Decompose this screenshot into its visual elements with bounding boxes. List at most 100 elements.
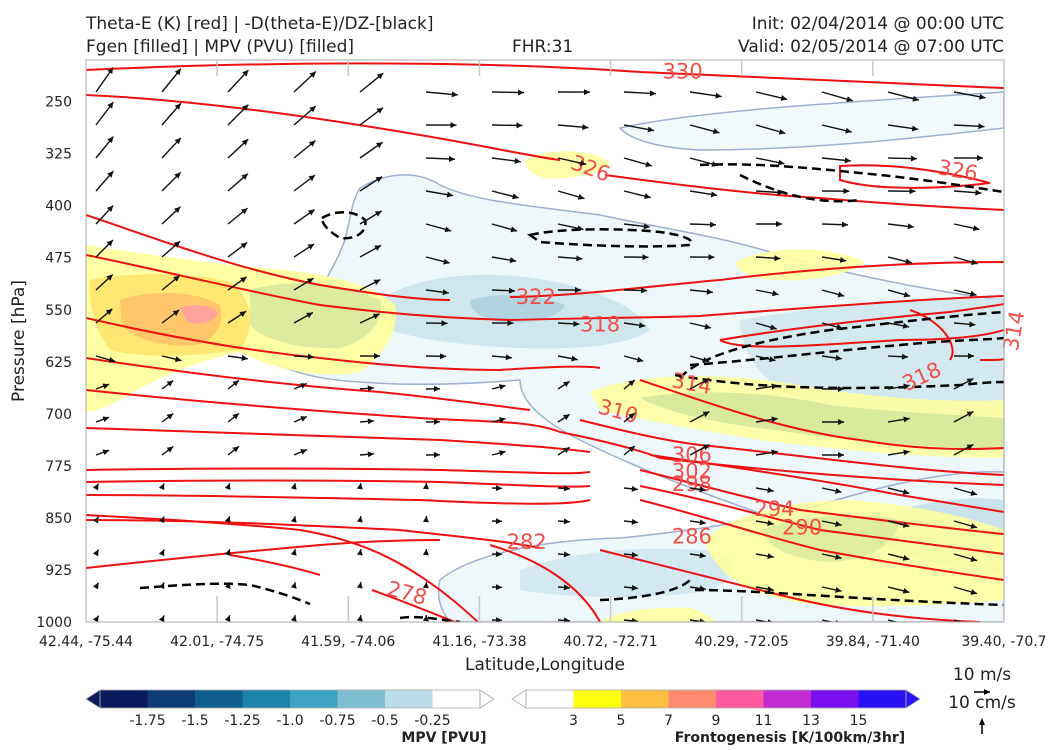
wind-vector-head	[774, 255, 781, 262]
wind-vector-head	[232, 380, 240, 387]
wind-vector-head	[631, 485, 638, 492]
vector-key-vertical: 10 cm/s	[948, 693, 1016, 713]
wind-vector-head	[702, 378, 710, 385]
wind-vector-head	[300, 449, 307, 455]
title-left-line1: Theta-E (K) [red] | -D(theta-E)/DZ-[blac…	[86, 14, 434, 34]
wind-vector-head	[290, 582, 297, 589]
y-tick-label: 925	[45, 563, 72, 579]
wind-vector-head	[835, 586, 842, 593]
wind-vector-head	[290, 516, 297, 523]
wind-vector-head	[495, 518, 502, 525]
wind-vector-head	[979, 93, 986, 100]
wind-vector-head	[835, 520, 842, 527]
wind-vector-head	[839, 256, 847, 263]
mpv-region-center-dark	[470, 295, 565, 323]
wind-vector-head	[422, 615, 429, 622]
wind-vector-head	[643, 223, 650, 230]
wind-vector-head	[290, 615, 297, 622]
wind-vector-head	[241, 355, 248, 361]
wind-vector-head	[92, 615, 99, 622]
wind-vector-head	[902, 521, 910, 528]
mpv-colorbar-title: MPV [PVU]	[401, 730, 486, 746]
wind-vector-head	[499, 384, 506, 390]
colorbar-segment	[716, 690, 764, 708]
wind-vector-head	[631, 518, 638, 525]
wind-vector-head	[224, 582, 231, 589]
wind-vector-head	[374, 245, 381, 251]
y-axis-label: Pressure [hPa]	[9, 280, 29, 402]
theta-e-label: 318	[580, 313, 620, 337]
wind-vector-head	[901, 353, 908, 360]
wind-vector-head	[576, 255, 583, 262]
title-left-line2: Fgen [filled] | MPV (PVU) [filled]	[86, 37, 355, 57]
vector-key-h-arrowhead	[984, 689, 990, 695]
colorbar-arrow-left	[511, 689, 527, 709]
wind-vector-head	[422, 582, 429, 589]
mpv-region-lower-mid	[520, 548, 732, 598]
wind-vector-head	[356, 582, 363, 589]
fgen-region-left-core	[180, 305, 218, 324]
wind-vector-head	[836, 324, 843, 330]
wind-vector-head	[702, 356, 710, 363]
theta-e-label-text: 286	[672, 524, 712, 548]
wind-vector-head	[375, 142, 383, 149]
wind-vector-head	[699, 519, 706, 526]
wind-vector-head	[702, 411, 710, 418]
wind-vector-head	[907, 223, 914, 230]
colorbar-label: 7	[664, 713, 673, 729]
wind-vector-head	[902, 322, 910, 329]
wind-vector-head	[509, 257, 517, 264]
wind-vector-head	[902, 587, 910, 594]
wind-vector-head	[158, 615, 165, 622]
wind-vector-head	[837, 291, 845, 298]
wind-vector-head	[106, 240, 113, 247]
wind-vector-head	[107, 67, 114, 75]
colorbar-segment	[621, 690, 669, 708]
wind-vector-head	[835, 487, 842, 494]
wind-vector-head	[367, 385, 374, 392]
x-tick-label: 40.29, -72.05	[695, 634, 789, 650]
wind-vector-head	[241, 139, 249, 146]
wind-vector-head	[911, 125, 919, 132]
mpv-colorbar: -1.75 -1.5 -1.25 -1.0 -0.75 -0.5 -0.25	[85, 689, 495, 729]
colorbar-segment	[858, 690, 907, 708]
theta-e-label-text: 318	[580, 313, 620, 337]
y-tick-label: 1000	[36, 615, 72, 631]
wind-vector-head	[173, 206, 181, 214]
colorbar-label: 9	[712, 713, 721, 729]
theta-e-label-text: 278	[385, 576, 430, 610]
wind-vector-head	[224, 516, 231, 523]
wind-vector-head	[108, 356, 116, 363]
wind-vector-head	[92, 582, 99, 590]
wind-vector-head	[356, 516, 363, 523]
wind-vector-head	[846, 96, 853, 103]
wind-vector-head	[158, 549, 165, 557]
y-tick-label: 250	[45, 95, 72, 111]
colorbar-label: 3	[569, 713, 578, 729]
wind-vector-head	[507, 320, 514, 327]
wind-vector-head	[166, 446, 174, 453]
x-tick-label: 41.59, -74.06	[301, 634, 395, 650]
wind-vector	[887, 619, 899, 622]
wind-vector-head	[92, 549, 99, 557]
wind-vector-head	[441, 320, 448, 327]
wind-vector-head	[106, 274, 113, 281]
colorbar-segment	[763, 690, 812, 708]
theta-e-label-text: 322	[516, 285, 556, 309]
wind-vector-head	[912, 95, 919, 102]
fgen-region-475	[735, 249, 865, 281]
colorbar-label: 15	[850, 713, 868, 729]
wind-vector-head	[771, 449, 778, 456]
wind-vector-head	[563, 584, 570, 591]
wind-vector-head	[910, 155, 917, 162]
wind-vector-head	[975, 189, 982, 196]
wind-vector-head	[433, 451, 440, 458]
wind-vector-head	[966, 378, 974, 385]
wind-vector	[821, 619, 835, 622]
wind-vector-head	[158, 516, 165, 524]
wind-vector-head	[448, 155, 455, 162]
wind-vector-head	[644, 193, 651, 200]
theta-e-label-text: 330	[663, 59, 703, 83]
mpv-region-upper-right	[618, 91, 1004, 151]
wind-vector-head	[241, 208, 248, 215]
